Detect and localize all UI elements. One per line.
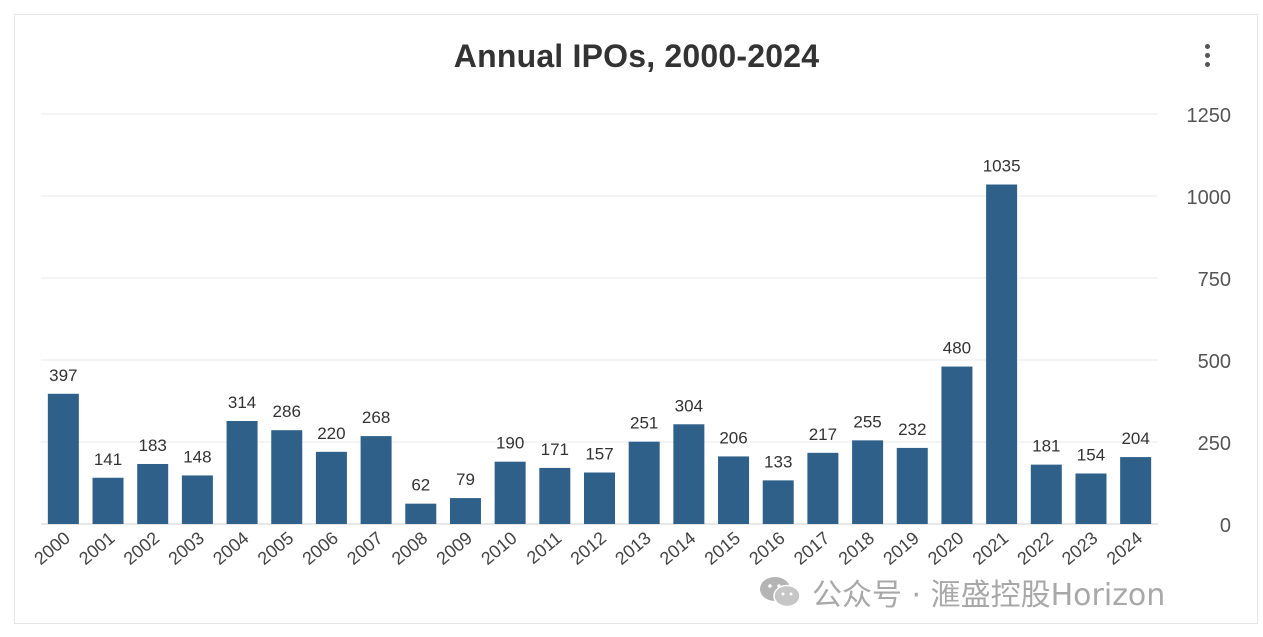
bar	[673, 424, 705, 524]
x-tick-label: 2011	[523, 528, 566, 568]
x-tick-label: 2015	[701, 528, 745, 569]
data-label: 314	[228, 393, 256, 412]
bar	[584, 472, 615, 524]
bar	[47, 393, 79, 524]
x-tick-label: 2009	[432, 528, 476, 569]
data-label: 397	[49, 366, 77, 385]
data-label: 133	[764, 452, 792, 471]
x-tick-label: 2007	[343, 528, 387, 569]
bar	[449, 498, 481, 524]
data-label: 183	[139, 436, 167, 455]
x-tick-label: 2010	[477, 528, 521, 569]
x-tick-label: 2021	[969, 528, 1013, 569]
x-tick-label: 2020	[924, 528, 968, 569]
data-label: 62	[411, 476, 430, 495]
data-label: 181	[1032, 437, 1060, 456]
x-tick-label: 2013	[611, 528, 655, 569]
x-tick-label: 2008	[388, 528, 432, 569]
data-label: 204	[1121, 429, 1149, 448]
bar	[271, 430, 303, 524]
bar	[315, 451, 347, 524]
data-label: 268	[362, 408, 390, 427]
y-tick-label: 750	[1198, 269, 1231, 291]
data-label: 141	[94, 450, 122, 469]
x-tick-label: 2022	[1013, 528, 1057, 569]
data-label: 286	[273, 402, 301, 421]
data-label: 1035	[983, 157, 1021, 176]
data-label: 232	[898, 420, 926, 439]
data-label: 79	[456, 470, 475, 489]
wechat-icon	[760, 577, 801, 608]
bar	[628, 441, 660, 524]
data-label: 304	[675, 396, 703, 415]
data-label: 206	[719, 428, 747, 447]
watermark-text: 公众号 · 滙盛控股Horizon	[812, 578, 1166, 613]
bar	[226, 421, 258, 524]
x-tick-label: 2016	[745, 528, 789, 569]
bar	[762, 480, 794, 524]
x-tick-label: 2023	[1058, 528, 1102, 569]
x-tick-label: 2024	[1103, 528, 1147, 569]
bar	[539, 467, 571, 524]
data-label: 251	[630, 414, 658, 433]
data-label: 190	[496, 434, 524, 453]
bar	[1030, 464, 1062, 524]
x-tick-label: 2002	[120, 528, 164, 569]
x-tick-label: 2018	[835, 528, 879, 569]
bar	[181, 475, 213, 524]
data-label: 157	[585, 445, 613, 464]
watermark: 公众号 · 滙盛控股Horizon	[758, 572, 1166, 613]
x-tick-label: 2017	[790, 528, 834, 569]
x-tick-label: 2019	[879, 528, 923, 569]
bar	[1075, 473, 1107, 524]
y-tick-label: 0	[1220, 515, 1231, 537]
x-tick-label: 2005	[254, 528, 298, 569]
bar	[360, 436, 392, 524]
data-label: 255	[853, 412, 881, 431]
y-tick-label: 250	[1198, 433, 1231, 455]
chart-title: Annual IPOs, 2000-2024	[453, 38, 820, 74]
data-label: 171	[541, 440, 569, 459]
bar	[137, 463, 169, 524]
more-vertical-icon[interactable]	[1196, 40, 1220, 72]
data-label: 220	[317, 424, 345, 443]
x-tick-label: 2000	[30, 528, 74, 569]
bar	[1120, 457, 1152, 524]
bar	[807, 452, 839, 524]
bar	[986, 184, 1018, 524]
x-tick-label: 2001	[75, 528, 119, 569]
bar	[896, 447, 928, 524]
x-tick-label: 2006	[298, 528, 342, 569]
bar	[852, 440, 884, 524]
bar	[494, 461, 526, 524]
data-label: 480	[943, 339, 971, 358]
x-tick-label: 2003	[164, 528, 208, 569]
data-label: 148	[183, 447, 211, 466]
bar	[718, 456, 750, 524]
bar	[941, 366, 973, 524]
bar	[92, 477, 124, 524]
y-tick-label: 500	[1198, 351, 1231, 373]
y-tick-label: 1250	[1187, 105, 1232, 127]
bar	[405, 503, 437, 524]
x-tick-label: 2014	[656, 528, 700, 569]
data-label: 154	[1077, 445, 1105, 464]
y-tick-label: 1000	[1187, 187, 1232, 209]
x-tick-label: 2004	[209, 528, 253, 569]
data-label: 217	[809, 425, 837, 444]
x-tick-label: 2012	[567, 528, 611, 569]
